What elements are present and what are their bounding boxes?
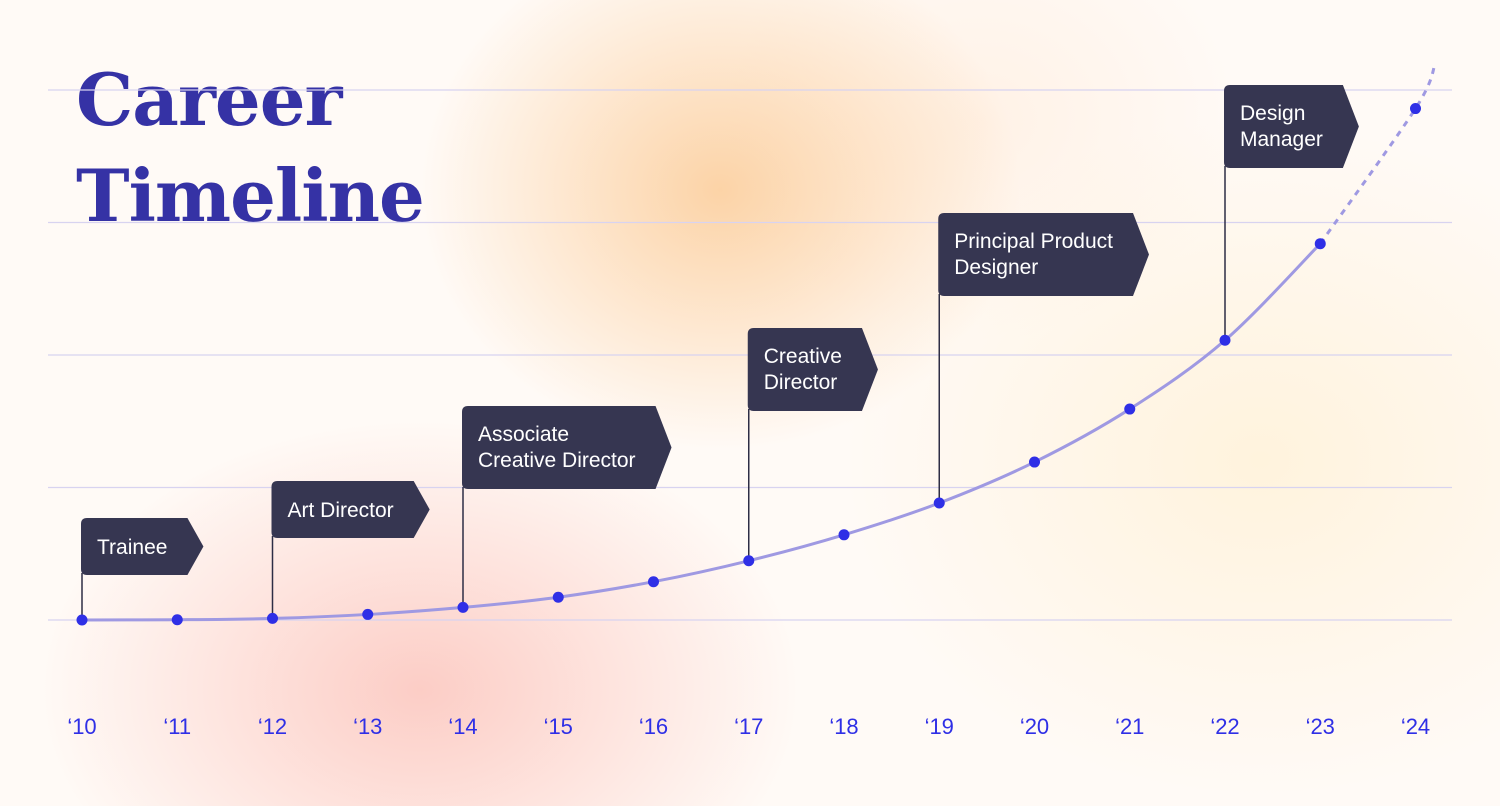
data-point-10 [1029,456,1040,468]
milestone-flag-shape [81,518,204,575]
milestone-flag: Design Manager [1224,85,1359,168]
milestone-flag-shape [462,406,672,489]
data-point-3 [362,608,374,620]
data-point-5 [552,591,564,603]
milestone-flag: Creative Director [747,328,878,411]
milestone-flag-shape [1224,85,1359,168]
data-point-1 [171,614,183,626]
x-tick-label: ‘18 [829,714,858,739]
milestone-label: Principal Product Designer [954,230,1113,279]
milestone-label-line: Principal Product [954,230,1113,253]
milestone-flag-shape [938,213,1149,296]
milestone-label-line: Art Director [288,499,394,522]
milestone-label: Associate Creative Director [478,423,636,472]
milestone-label-line: Designer [954,256,1038,279]
data-point-12 [1219,334,1231,346]
data-point-8 [838,529,850,541]
data-point-6 [648,576,659,588]
milestone-label: Creative Director [764,345,842,394]
tick-layer: ‘10 ‘11 ‘12 ‘13 ‘14 ‘15 ‘16 ‘17 ‘18 ‘19 ‘20 ‘21 ‘22 ‘… [67,714,1430,739]
milestone-label: Design Manager [1240,102,1323,151]
milestone-label-line: Design [1240,102,1305,125]
x-tick-label: ‘14 [448,714,477,739]
milestone-flag: Associate Creative Director [462,406,672,489]
milestone-flag-shape [747,328,878,411]
x-tick-label: ‘17 [734,714,763,739]
data-point-4 [457,601,469,613]
x-tick-label: ‘13 [353,714,382,739]
milestone-label: Art Director [288,499,394,522]
data-point-0 [76,614,88,626]
x-tick-label: ‘23 [1306,714,1335,739]
milestone-flag: Art Director [271,481,430,538]
page-title-line-1: Career [76,57,342,142]
flag-layer: Trainee Art Director Associate Creative Dir… [81,85,1359,575]
milestone-label-line: Trainee [97,536,167,559]
page-title: Career Timeline [76,52,496,244]
milestone-label-line: Director [764,371,838,394]
connector-layer [81,166,1226,620]
data-point-13 [1314,238,1326,250]
x-tick-label: ‘22 [1210,714,1239,739]
milestone-flag-shape [271,481,430,538]
milestone-label-line: Associate [478,423,569,446]
x-tick-label: ‘19 [925,714,954,739]
milestone-label-line: Creative Director [478,449,636,472]
x-tick-label: ‘21 [1115,714,1144,739]
milestone-label: Trainee [97,536,167,559]
milestone-label-line: Creative [764,345,842,368]
x-tick-label: ‘15 [544,714,573,739]
page-title-line-2: Timeline [76,153,425,238]
timeline-curve [81,242,1322,622]
milestone-label-line: Manager [1240,128,1323,151]
x-tick-label: ‘10 [67,714,96,739]
x-tick-label: ‘20 [1020,714,1049,739]
x-tick-label: ‘24 [1401,714,1430,739]
x-tick-label: ‘16 [639,714,668,739]
data-point-2 [267,612,278,624]
x-tick-label: ‘11 [163,714,191,739]
data-point-7 [743,555,755,567]
timeline-curve-projection [1319,61,1437,245]
data-point-14 [1410,103,1421,115]
milestone-flag: Principal Product Designer [938,213,1149,296]
point-layer [76,103,1421,626]
data-point-11 [1124,403,1136,415]
x-tick-label: ‘12 [258,714,287,739]
data-point-9 [933,497,945,509]
milestone-flag: Trainee [81,518,204,575]
